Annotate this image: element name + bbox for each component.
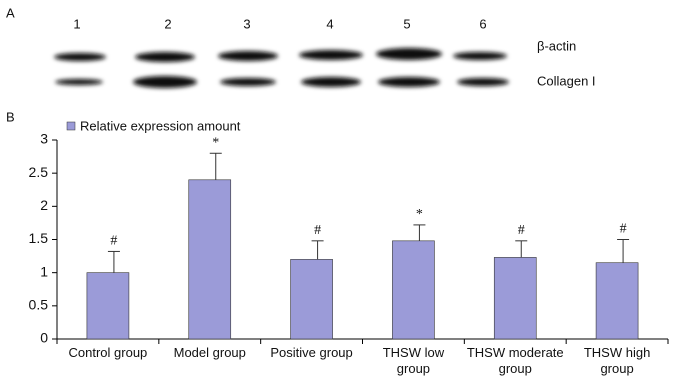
y-tick-label: 0.5 — [29, 297, 49, 313]
lane-label: 6 — [479, 16, 486, 31]
legend-label: Relative expression amount — [80, 118, 241, 133]
blot-bands — [54, 48, 509, 88]
x-tick-label: THSW high group — [562, 345, 672, 377]
figure: {"blot": {"label": "A", "lanes": ["1", "… — [0, 0, 675, 382]
x-tick-label: Control group — [53, 345, 163, 361]
band-label: β-actin — [537, 38, 576, 53]
panel-label: A — [6, 5, 15, 20]
annotation: # — [518, 223, 525, 238]
band-label: Collagen I — [537, 73, 596, 88]
annotation: # — [110, 234, 117, 249]
bar — [392, 241, 434, 339]
y-tick-label: 2 — [40, 197, 48, 213]
legend-swatch — [67, 122, 75, 130]
annotation: * — [212, 135, 219, 150]
x-tick-label: THSW low group — [358, 345, 468, 377]
y-tick-label: 2.5 — [29, 164, 49, 180]
lane-label: 5 — [403, 16, 410, 31]
y-tick-label: 3 — [40, 131, 48, 147]
annotation: # — [620, 222, 627, 237]
lane-label: 4 — [326, 16, 333, 31]
lane-label: 1 — [73, 16, 80, 31]
annotation: * — [416, 207, 423, 222]
bar — [494, 257, 536, 339]
panel-label: B — [6, 109, 15, 124]
x-tick-label: THSW moderate group — [460, 345, 570, 377]
lane-label: 3 — [243, 16, 250, 31]
bar — [291, 259, 333, 339]
annotation: # — [314, 223, 321, 238]
x-tick-label: Positive group — [257, 345, 367, 361]
chart: A β-actin Collagen I B 1 2 3 4 5 6 0 0.5 1 1.5 2 2.… — [0, 0, 675, 382]
y-tick-label: 0 — [40, 330, 48, 346]
y-tick-label: 1 — [40, 263, 48, 279]
x-tick-label: Model group — [155, 345, 265, 361]
bar — [596, 263, 638, 339]
bar — [87, 273, 129, 339]
y-tick-label: 1.5 — [29, 230, 49, 246]
lane-label: 2 — [164, 16, 171, 31]
bar — [189, 180, 231, 339]
